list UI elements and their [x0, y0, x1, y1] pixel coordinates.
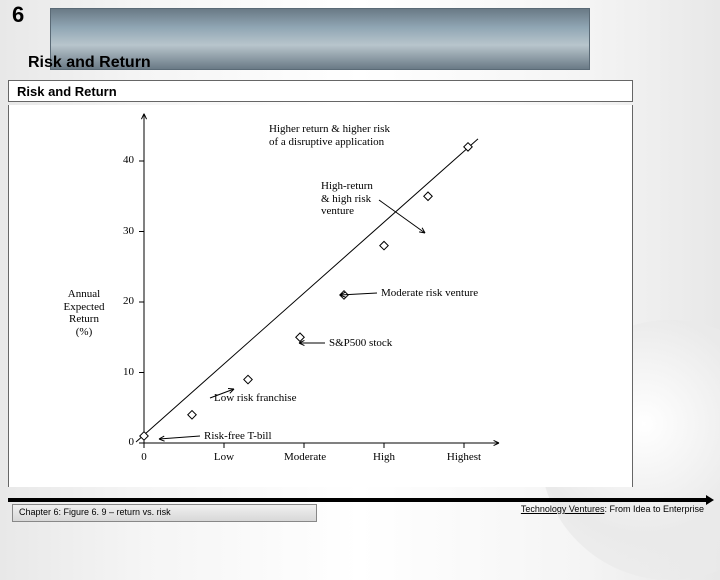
chart-annotation: Low risk franchise — [214, 392, 296, 405]
chart-annotation: High-return& high riskventure — [321, 180, 373, 218]
chart-annotation: Higher return & higher riskof a disrupti… — [269, 123, 390, 148]
chart-annotation: Risk-free T-bill — [204, 430, 272, 443]
footer-divider — [8, 498, 708, 502]
footer-left-caption: Chapter 6: Figure 6. 9 – return vs. risk — [12, 504, 317, 522]
footer-bar: Chapter 6: Figure 6. 9 – return vs. risk… — [8, 498, 712, 528]
x-tick-label: Low — [204, 451, 244, 463]
chart-annotation: S&P500 stock — [329, 337, 392, 350]
footer-arrow-icon — [706, 495, 714, 505]
sub-title-bar: Risk and Return — [8, 80, 633, 102]
x-tick-label: Highest — [444, 451, 484, 463]
y-tick-label: 40 — [123, 154, 134, 166]
x-tick-label: High — [364, 451, 404, 463]
book-subtitle: : From Idea to Enterprise — [604, 504, 704, 514]
y-tick-label: 30 — [123, 225, 134, 237]
x-tick-label: Moderate — [284, 451, 324, 463]
y-axis-label: AnnualExpectedReturn(%) — [54, 288, 114, 339]
footer-right-caption: Technology Ventures: From Idea to Enterp… — [521, 504, 704, 514]
chapter-number: 6 — [12, 2, 24, 28]
y-tick-label: 20 — [123, 295, 134, 307]
book-title: Technology Ventures — [521, 504, 605, 514]
x-tick-label: 0 — [124, 451, 164, 463]
banner-title: Risk and Return — [28, 54, 151, 72]
y-tick-label: 0 — [129, 436, 135, 448]
y-tick-label: 10 — [123, 366, 134, 378]
chart-area: 0 10 20 30 40 0 Low Moderate High Highest AnnualEx… — [8, 105, 633, 487]
chart-annotation: Moderate risk venture — [381, 287, 478, 300]
slide-header: 6 Risk and Return — [0, 0, 720, 90]
